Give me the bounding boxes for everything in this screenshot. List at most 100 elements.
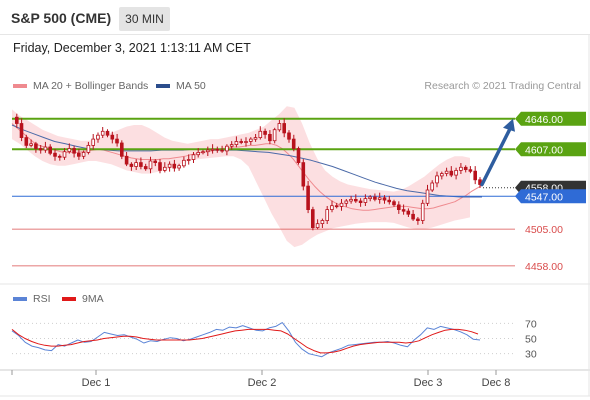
candle-body — [416, 218, 420, 222]
level-label-4458.00: 4458.00 — [525, 261, 563, 273]
candle-body — [473, 170, 477, 181]
candle-body — [392, 201, 396, 206]
candle-body — [339, 202, 344, 207]
rsi-swatch — [13, 297, 27, 302]
header-divider — [0, 34, 590, 35]
candle-body — [296, 148, 301, 164]
candle-body — [38, 148, 43, 151]
candle-body — [29, 143, 33, 146]
candle-body — [268, 133, 272, 142]
candle-body — [263, 130, 267, 135]
candle-body — [77, 152, 81, 157]
legend-rsi-ma: 9MA — [62, 293, 104, 305]
legend-ma50-label: MA 50 — [176, 80, 206, 92]
rsi-tick-30: 30 — [525, 349, 537, 361]
candle-body — [158, 162, 162, 171]
rsi-line — [11, 322, 481, 358]
candle-body — [277, 123, 282, 131]
candle-body — [148, 160, 153, 170]
chart-datetime: Friday, December 3, 2021 1:13:11 AM CET — [13, 41, 251, 55]
candle-body — [53, 152, 57, 157]
candle-body — [96, 134, 100, 140]
candle-body — [110, 134, 115, 140]
candle-body — [14, 116, 19, 124]
candle-body — [459, 166, 463, 171]
candle-body — [325, 209, 329, 222]
candle-body — [62, 151, 67, 158]
candle-body — [34, 143, 38, 149]
candle-body — [19, 123, 24, 139]
candle-body — [368, 196, 372, 200]
candle-body — [153, 160, 158, 164]
bollinger-band — [12, 106, 470, 248]
candle-body — [373, 196, 377, 200]
candle-body — [67, 148, 72, 152]
legend-ma20: MA 20 + Bollinger Bands — [13, 80, 148, 92]
candle-body — [57, 155, 62, 158]
candle-body — [177, 165, 181, 169]
candle-body — [353, 198, 358, 202]
x-tick-dec-1: Dec 1 — [82, 377, 111, 389]
candle-body — [349, 198, 353, 202]
candle-body — [411, 213, 415, 220]
candle-body — [24, 137, 29, 146]
candle-body — [358, 200, 363, 204]
candle-body — [72, 148, 76, 154]
candle-body — [315, 223, 320, 228]
projection-arrow-head — [503, 118, 515, 132]
candle-body — [139, 162, 143, 167]
candle-body — [320, 220, 325, 224]
candle-body — [463, 166, 468, 171]
candle-body — [382, 197, 387, 201]
candle-body — [100, 130, 105, 136]
candle-body — [377, 197, 382, 200]
candle-body — [287, 132, 291, 140]
candle-body — [306, 185, 310, 211]
candle-body — [291, 138, 296, 149]
candle-body — [229, 144, 234, 147]
candle-body — [115, 138, 119, 144]
projection-arrow-shaft — [480, 127, 512, 187]
candle-body — [344, 200, 349, 204]
candle-body — [420, 202, 425, 221]
level-tag-4607.00 — [515, 142, 586, 157]
candle-body — [449, 170, 454, 176]
candle-body — [81, 151, 86, 157]
ma50-swatch — [156, 84, 170, 89]
candle-body — [239, 141, 244, 143]
candle-body — [396, 204, 401, 210]
ma20-swatch — [13, 84, 27, 89]
candle-body — [468, 169, 473, 172]
level-label-4547.00: 4547.00 — [525, 191, 563, 203]
x-tick-dec-2: Dec 2 — [248, 377, 277, 389]
candle-body — [134, 162, 138, 167]
candle-body — [234, 141, 239, 145]
candle-body — [430, 182, 434, 191]
candle-body — [201, 151, 205, 154]
legend-rsi-label: RSI — [33, 293, 51, 305]
candle-body — [43, 146, 48, 151]
candle-body — [129, 163, 134, 167]
candle-body — [401, 209, 406, 212]
candle-body — [91, 138, 96, 146]
rsi-ma-line — [11, 328, 479, 354]
candle-body — [439, 173, 444, 177]
candle-body — [182, 159, 186, 167]
candle-body — [425, 189, 430, 204]
candle-body — [406, 210, 411, 215]
candle-body — [435, 175, 439, 184]
candle-body — [105, 130, 110, 136]
candles — [14, 113, 482, 231]
candle-body — [172, 163, 177, 169]
candle-body — [387, 199, 391, 203]
timeframe-button[interactable]: 30 MIN — [119, 7, 170, 31]
level-tag-4547.00 — [515, 189, 586, 204]
candle-body — [244, 141, 248, 143]
rsi-tick-50: 50 — [525, 334, 537, 346]
candle-body — [120, 142, 124, 157]
header: S&P 500 (CME) 30 MIN — [0, 0, 590, 35]
instrument-title: S&P 500 (CME) — [11, 10, 112, 26]
candle-body — [48, 146, 52, 154]
legend-rsi-ma-label: 9MA — [82, 293, 104, 305]
